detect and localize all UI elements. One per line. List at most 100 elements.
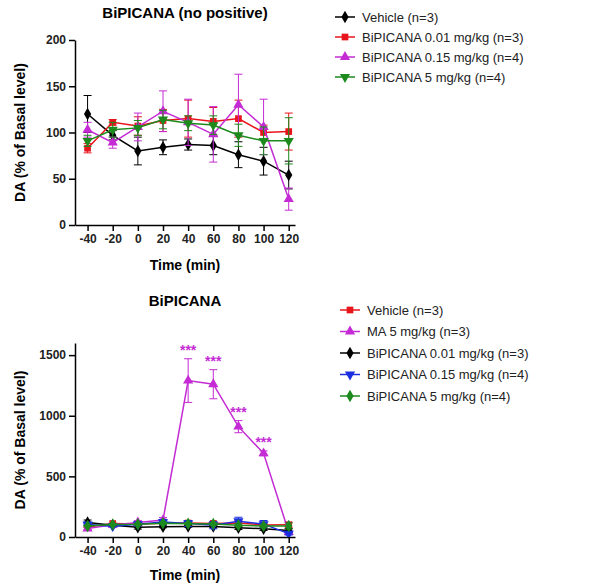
y-tick-mark [69,40,75,42]
x-tick: 80 [232,225,246,246]
point [108,127,118,136]
point [210,518,217,530]
point [233,132,243,141]
y-tick-mark [69,476,75,478]
x-tick: 40 [182,225,196,246]
legend-item: BiPICANA 0.01 mg/kg (n=3) [335,30,524,45]
x-tick-label: 20 [157,232,171,246]
legend-label: BiPICANA 0.01 mg/kg (n=3) [362,30,524,45]
point [159,517,166,529]
x-tick-mark [288,225,290,231]
x-tick-mark [87,225,89,231]
series [84,96,293,189]
legend-marker [346,347,353,359]
legend: Vehicle (n=3) MA 5 mg/kg (n=3) BiPICANA 0.… [340,303,529,404]
x-tick: -20 [105,537,123,558]
y-tick-label: 50 [53,172,67,186]
point [158,117,168,126]
x-tick-mark [188,225,190,231]
y-tick: 50 [53,172,75,186]
x-tick: 0 [135,537,142,558]
x-tick-label: 120 [279,232,299,246]
x-tick: -40 [79,225,97,246]
x-tick: 60 [207,225,221,246]
legend-marker [342,34,349,41]
point [84,520,91,532]
x-tick-mark [138,225,140,231]
error-bar [159,140,167,155]
x-tick-mark [213,537,215,543]
x-tick-label: -40 [79,544,97,558]
y-tick-mark [69,179,75,181]
y-tick-label: 1500 [39,348,66,362]
x-tick-label: 60 [207,232,221,246]
x-tick: 120 [279,225,299,246]
y-tick: 0 [59,530,75,544]
y-tick: 100 [46,126,75,140]
y-tick-mark [69,86,75,88]
legend-item: Vehicle (n=3) [335,10,438,25]
point [260,155,267,167]
x-tick-mark [87,537,89,543]
error-bar [134,137,142,165]
point [284,193,294,202]
point [108,137,118,146]
x-tick-mark [263,225,265,231]
point [159,141,166,153]
x-tick-mark [238,225,240,231]
x-tick-mark [163,225,165,231]
chart: BiPICANA-40-2002040608010012005001000150… [12,292,529,583]
y-axis: 050100150200 [46,33,76,232]
x-axis-line [76,225,296,227]
x-tick-label: 120 [279,544,299,558]
x-axis-label: Time (min) [150,257,221,273]
x-tick-mark [112,225,114,231]
title: BiPICANA [149,292,222,309]
series [84,517,293,532]
point [82,138,92,147]
legend-item: BiPICANA 5 mg/kg (n=4) [340,389,510,404]
x-tick-mark [163,537,165,543]
legend-item: BiPICANA 5 mg/kg (n=4) [335,70,505,85]
legend-item: BiPICANA 0.01 mg/kg (n=3) [340,346,529,361]
legend-marker [341,11,348,23]
point [233,421,243,430]
y-axis-label: DA (% of Basal level) [12,63,28,202]
annotation: *** [180,342,197,358]
x-tick-mark [288,537,290,543]
series [84,516,293,536]
series [82,110,293,164]
x-axis-label: Time (min) [150,567,221,583]
legend-marker [347,307,354,314]
point [260,520,267,532]
point [109,518,116,530]
x-tick-mark [188,537,190,543]
x-tick-label: 80 [232,232,246,246]
x-tick: 100 [254,537,274,558]
y-tick-label: 200 [46,33,66,47]
chart: BiPICANA (no positive)-40-20020406080100… [12,4,524,273]
y-tick: 200 [46,33,75,47]
x-tick-label: 100 [254,232,274,246]
point [84,108,91,120]
legend-label: BiPICANA 0.15 mg/kg (n=4) [362,50,524,65]
point [183,120,193,129]
x-tick-label: 40 [182,544,196,558]
series [82,74,293,210]
legend-label: BiPICANA 5 mg/kg (n=4) [362,70,505,85]
x-tick-mark [238,537,240,543]
point [133,125,143,134]
legend-label: Vehicle (n=3) [362,10,438,25]
legend-label: Vehicle (n=3) [367,303,443,318]
x-tick-label: -20 [105,232,123,246]
x-tick-label: 60 [207,544,221,558]
x-tick: 20 [157,537,171,558]
point [258,138,268,147]
legend-label: BiPICANA 0.01 mg/kg (n=3) [367,346,529,361]
x-tick: 60 [207,537,221,558]
point [235,519,242,531]
x-tick: 0 [135,225,142,246]
legend-item: BiPICANA 0.15 mg/kg (n=4) [335,50,524,65]
legend-item: MA 5 mg/kg (n=3) [340,324,470,339]
point [185,517,192,529]
